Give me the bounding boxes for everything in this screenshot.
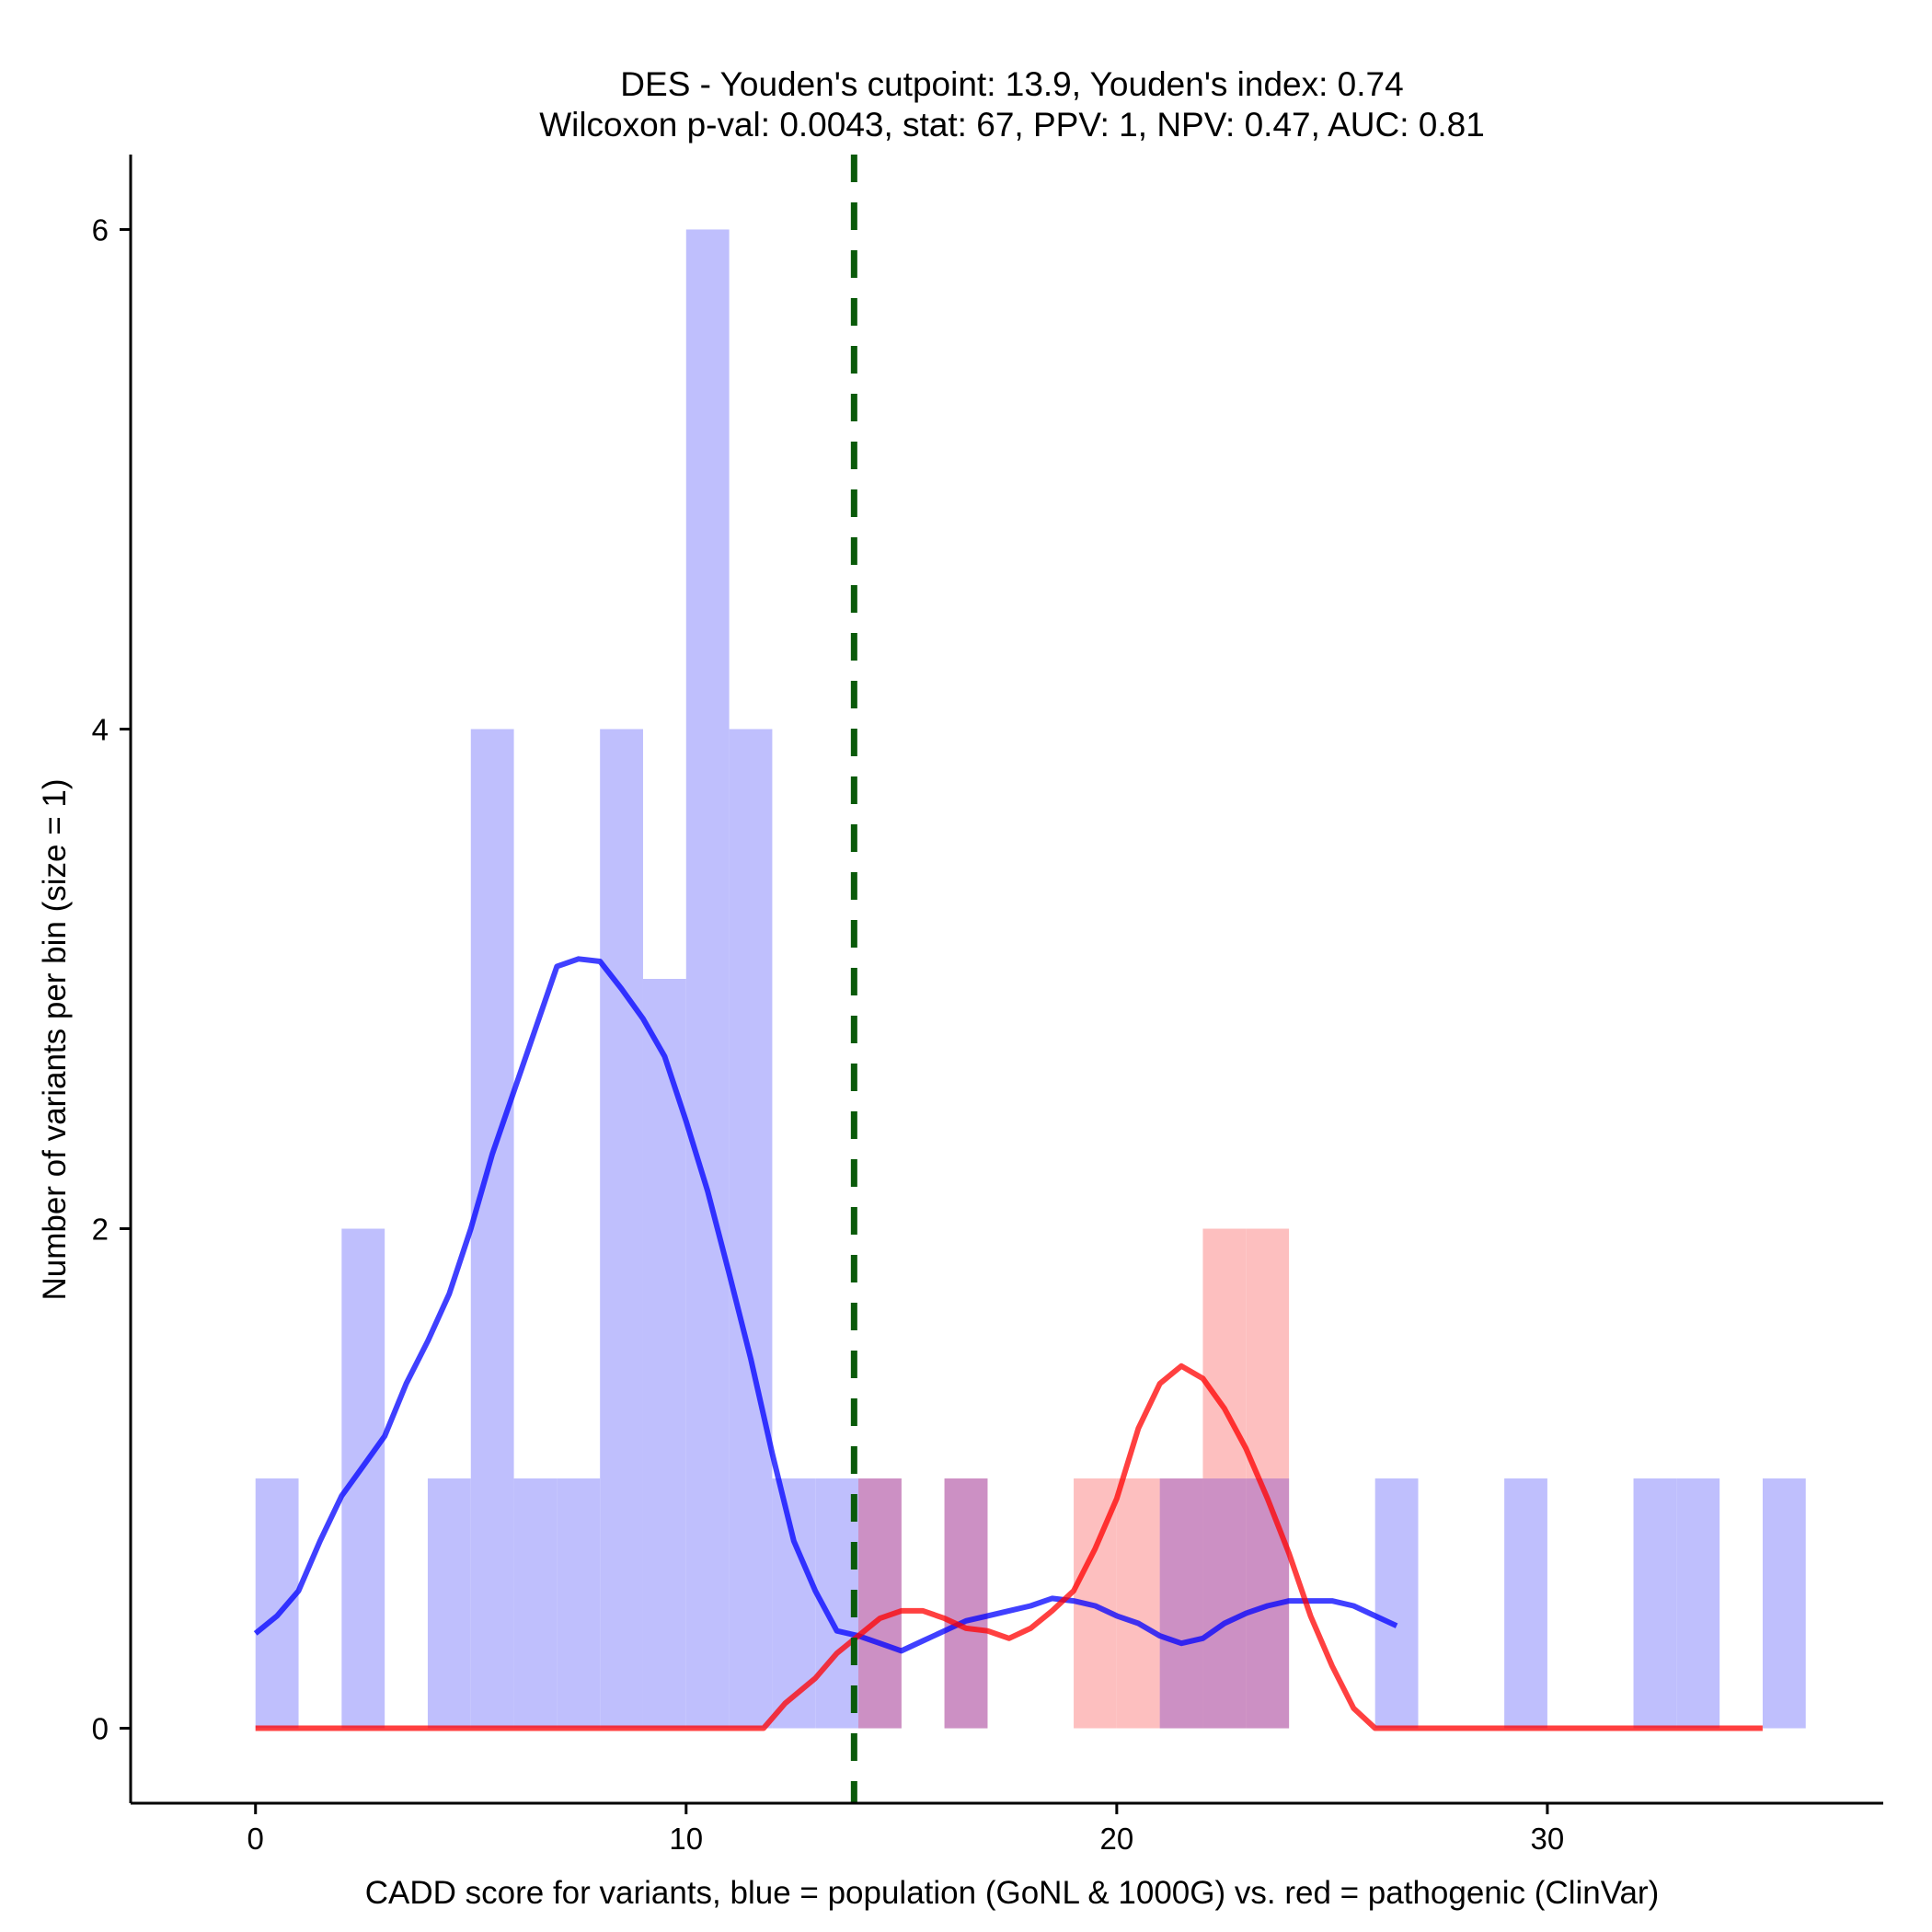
x-tick-label: 10 [669, 1822, 703, 1856]
x-tick-label: 0 [247, 1822, 264, 1856]
histogram-bar-population [772, 1478, 816, 1729]
histogram-bar-population [1374, 1478, 1419, 1729]
y-tick-label: 2 [92, 1213, 109, 1247]
y-tick-label: 6 [92, 213, 109, 247]
histogram-bar-overlap [1202, 1478, 1247, 1729]
histogram-bar-population [255, 1478, 299, 1729]
axes: 0 10 20 30 0 2 4 6 [92, 155, 1883, 1856]
histogram-bar-population [642, 979, 686, 1729]
histogram-bar-population [1676, 1478, 1720, 1729]
histogram-bar-population [513, 1478, 558, 1729]
histogram-bar-population [1762, 1478, 1806, 1729]
histogram-bar-population [341, 1228, 385, 1729]
histogram-bar-population [557, 1478, 601, 1729]
chart-title-line-2: Wilcoxon p-val: 0.0043, stat: 67, PPV: 1… [539, 106, 1485, 144]
density-curves [253, 155, 1763, 1803]
chart-title-line-1: DES - Youden's cutpoint: 13.9, Youden's … [620, 65, 1404, 103]
y-tick-label: 4 [92, 712, 109, 746]
y-tick-label: 0 [92, 1712, 109, 1746]
density-curve-population [253, 956, 1398, 1654]
histogram-bar-population [1504, 1478, 1547, 1729]
histogram-bars [255, 229, 1806, 1729]
density-curve-pathogenic [255, 1363, 1763, 1731]
histogram-bar-population [685, 229, 730, 1729]
histogram-bar-population [470, 729, 514, 1729]
histogram-bar-overlap [858, 1478, 902, 1729]
histogram-bar-population [600, 729, 643, 1729]
x-tick-label: 30 [1531, 1822, 1565, 1856]
histogram-bar-population [1633, 1478, 1677, 1729]
histogram-bar-overlap [1159, 1478, 1203, 1729]
y-axis-label: Number of variants per bin (size = 1) [37, 778, 73, 1301]
x-axis-label: CADD score for variants, blue = populati… [364, 1875, 1660, 1911]
histogram-bar-overlap [944, 1478, 988, 1729]
histogram-bar-population [427, 1478, 471, 1729]
histogram-bar-population [729, 729, 773, 1729]
x-tick-label: 20 [1099, 1822, 1133, 1856]
histogram-bar-pathogenic [1116, 1478, 1160, 1729]
